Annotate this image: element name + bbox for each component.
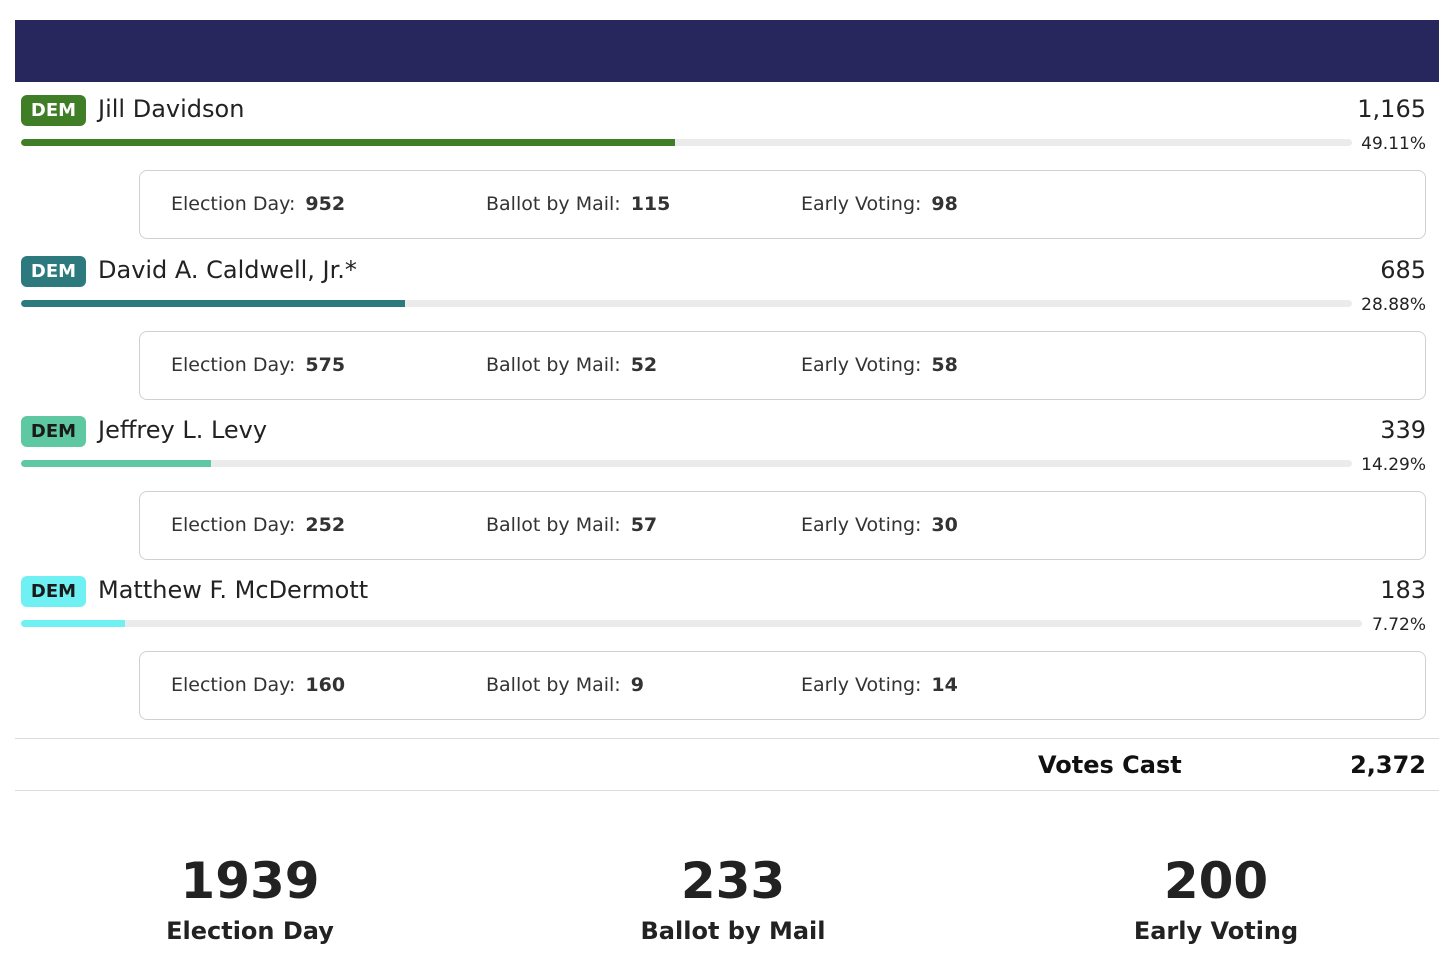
ballot-by-mail-value: 9 — [630, 674, 644, 696]
candidate-name: David A. Caldwell, Jr.* — [98, 256, 357, 284]
candidate-name: Jill Davidson — [98, 95, 245, 123]
vote-share-bar — [21, 139, 1352, 146]
summary-early-voting: 200 Early Voting — [1066, 850, 1366, 948]
vote-breakdown-box: Election Day: 952 Ballot by Mail: 115 Earl… — [139, 170, 1426, 239]
early-voting-value: 14 — [931, 674, 958, 696]
vote-share-bar-fill — [21, 300, 406, 307]
party-badge: DEM — [21, 416, 86, 447]
early-voting-label: Early Voting: — [801, 674, 922, 696]
candidate-total-votes: 339 — [1380, 416, 1426, 444]
ballot-by-mail-value: 57 — [630, 514, 658, 536]
summary-election-day: 1939 Election Day — [100, 850, 400, 948]
early-voting-value: 58 — [931, 354, 958, 376]
election-day-label: Election Day: — [171, 514, 296, 536]
votes-cast-total: 2,372 — [1350, 751, 1426, 779]
vote-breakdown-box: Election Day: 160 Ballot by Mail: 9 Early … — [139, 651, 1426, 720]
candidate-total-votes: 183 — [1380, 576, 1426, 604]
election-day-count: Election Day: 952 — [171, 171, 345, 237]
candidate-name: Matthew F. McDermott — [98, 576, 369, 604]
summary-value: 1939 — [180, 852, 320, 910]
candidate-percent: 7.72% — [1371, 615, 1426, 635]
election-day-label: Election Day: — [171, 674, 296, 696]
election-day-count: Election Day: 575 — [171, 332, 345, 398]
candidate-total-votes: 1,165 — [1357, 95, 1426, 123]
votes-cast-top-divider — [15, 738, 1439, 739]
summary-label: Election Day — [166, 917, 334, 945]
early-voting-label: Early Voting: — [801, 193, 922, 215]
candidate-percent: 28.88% — [1361, 295, 1426, 315]
early-voting-count: Early Voting: 30 — [801, 492, 958, 558]
contest-header-bar — [15, 20, 1439, 82]
vote-breakdown-box: Election Day: 252 Ballot by Mail: 57 Early… — [139, 491, 1426, 560]
election-day-label: Election Day: — [171, 354, 296, 376]
summary-value: 233 — [680, 852, 786, 910]
election-day-value: 575 — [305, 354, 346, 376]
votes-cast-bottom-divider — [15, 790, 1439, 791]
early-voting-value: 98 — [931, 193, 958, 215]
candidate-name: Jeffrey L. Levy — [98, 416, 268, 444]
summary-label: Ballot by Mail — [640, 917, 826, 945]
election-day-value: 252 — [305, 514, 346, 536]
summary-ballot-by-mail: 233 Ballot by Mail — [583, 850, 883, 948]
vote-share-bar-fill — [21, 460, 212, 467]
ballot-by-mail-count: Ballot by Mail: 9 — [486, 652, 644, 718]
vote-share-bar-fill — [21, 139, 675, 146]
summary-label: Early Voting — [1133, 917, 1299, 945]
early-voting-label: Early Voting: — [801, 354, 922, 376]
vote-breakdown-box: Election Day: 575 Ballot by Mail: 52 Early… — [139, 331, 1426, 400]
ballot-by-mail-count: Ballot by Mail: 57 — [486, 492, 657, 558]
election-day-value: 160 — [305, 674, 346, 696]
election-day-count: Election Day: 160 — [171, 652, 345, 718]
party-badge: DEM — [21, 256, 86, 287]
ballot-by-mail-label: Ballot by Mail: — [486, 514, 621, 536]
vote-share-bar — [21, 460, 1352, 467]
ballot-by-mail-count: Ballot by Mail: 52 — [486, 332, 657, 398]
early-voting-count: Early Voting: 58 — [801, 332, 958, 398]
early-voting-count: Early Voting: 98 — [801, 171, 958, 237]
election-day-label: Election Day: — [171, 193, 296, 215]
ballot-by-mail-label: Ballot by Mail: — [486, 193, 621, 215]
ballot-by-mail-label: Ballot by Mail: — [486, 354, 621, 376]
ballot-by-mail-value: 52 — [630, 354, 658, 376]
ballot-by-mail-label: Ballot by Mail: — [486, 674, 621, 696]
election-day-count: Election Day: 252 — [171, 492, 345, 558]
ballot-by-mail-count: Ballot by Mail: 115 — [486, 171, 670, 237]
vote-share-bar-fill — [21, 620, 125, 627]
summary-value: 200 — [1163, 852, 1269, 910]
ballot-by-mail-value: 115 — [630, 193, 671, 215]
votes-cast-label: Votes Cast — [1038, 751, 1182, 779]
election-day-value: 952 — [305, 193, 346, 215]
early-voting-label: Early Voting: — [801, 514, 922, 536]
early-voting-value: 30 — [931, 514, 958, 536]
vote-share-bar — [21, 300, 1352, 307]
candidate-percent: 49.11% — [1361, 134, 1426, 154]
party-badge: DEM — [21, 95, 86, 126]
candidate-total-votes: 685 — [1380, 256, 1426, 284]
vote-share-bar — [21, 620, 1362, 627]
party-badge: DEM — [21, 576, 86, 607]
early-voting-count: Early Voting: 14 — [801, 652, 958, 718]
candidate-percent: 14.29% — [1361, 455, 1426, 475]
